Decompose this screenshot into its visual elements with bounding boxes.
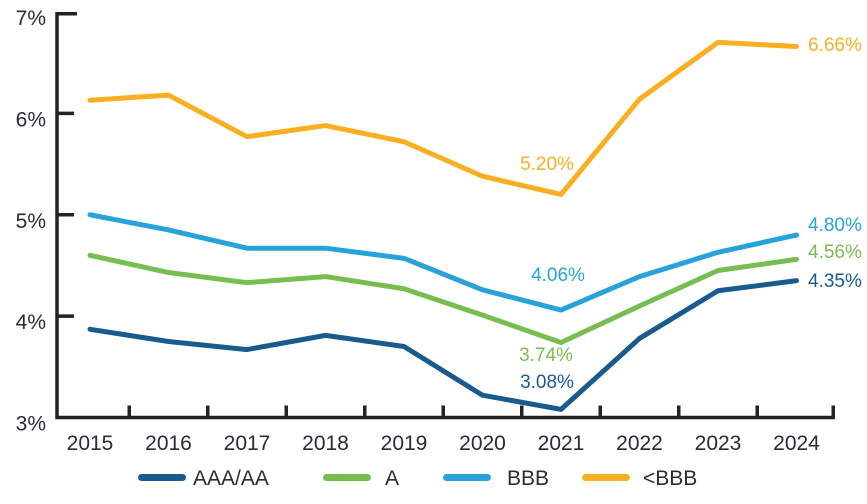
- data-label: 6.66%: [808, 35, 862, 56]
- x-tick-label: 2024: [773, 432, 820, 455]
- legend-label: <BBB: [643, 467, 697, 490]
- x-tick-label: 2021: [538, 432, 585, 455]
- axis-lines-and-ticks: [55, 12, 835, 420]
- axes: [55, 12, 835, 420]
- data-label: 4.35%: [808, 271, 862, 292]
- y-tick-label: 3%: [16, 413, 46, 436]
- legend-swatch-a: [323, 474, 371, 481]
- data-label: 5.20%: [520, 154, 574, 175]
- legend-label: AAA/AA: [193, 467, 269, 490]
- x-tick-label: 2018: [302, 432, 349, 455]
- y-axis-labels: 3% 4% 5% 6% 7%: [16, 7, 46, 436]
- x-tick-label: 2017: [224, 432, 271, 455]
- data-labels: 5.20% 6.66% 4.06% 4.80% 3.74% 4.56% 3.08% 4.35%: [519, 35, 862, 393]
- series-line-bbb: [87, 39, 799, 197]
- x-tick-label: 2016: [145, 432, 192, 455]
- y-tick-label: 6%: [16, 108, 46, 131]
- legend-label: A: [385, 467, 399, 490]
- legend-label: BBB: [507, 467, 549, 490]
- x-tick-label: 2015: [67, 432, 114, 455]
- x-tick-label: 2020: [459, 432, 506, 455]
- data-label: 4.80%: [808, 215, 862, 236]
- y-tick-label: 4%: [16, 311, 46, 334]
- legend-swatch-bbb: [582, 474, 630, 481]
- legend: AAA/AA A BBB <BBB: [138, 467, 697, 490]
- y-tick-label: 7%: [16, 7, 46, 30]
- data-label: 3.74%: [519, 345, 573, 366]
- series-line-a: [87, 252, 799, 345]
- data-label: 3.08%: [520, 372, 574, 393]
- x-axis-labels: 2015 2016 2017 2018 2019 2020 2021 2022 2023 2024: [67, 432, 821, 455]
- series-lines: [87, 39, 799, 412]
- data-label: 4.56%: [808, 242, 862, 263]
- x-tick-label: 2019: [381, 432, 428, 455]
- series-line-aaaaa: [87, 278, 799, 412]
- legend-swatch-aaaaa: [138, 474, 186, 481]
- x-tick-label: 2022: [616, 432, 663, 455]
- data-label: 4.06%: [531, 265, 585, 286]
- series-line-bbb: [87, 212, 799, 313]
- legend-swatch-bbb: [443, 474, 491, 481]
- x-tick-label: 2023: [695, 432, 742, 455]
- y-tick-label: 5%: [16, 210, 46, 233]
